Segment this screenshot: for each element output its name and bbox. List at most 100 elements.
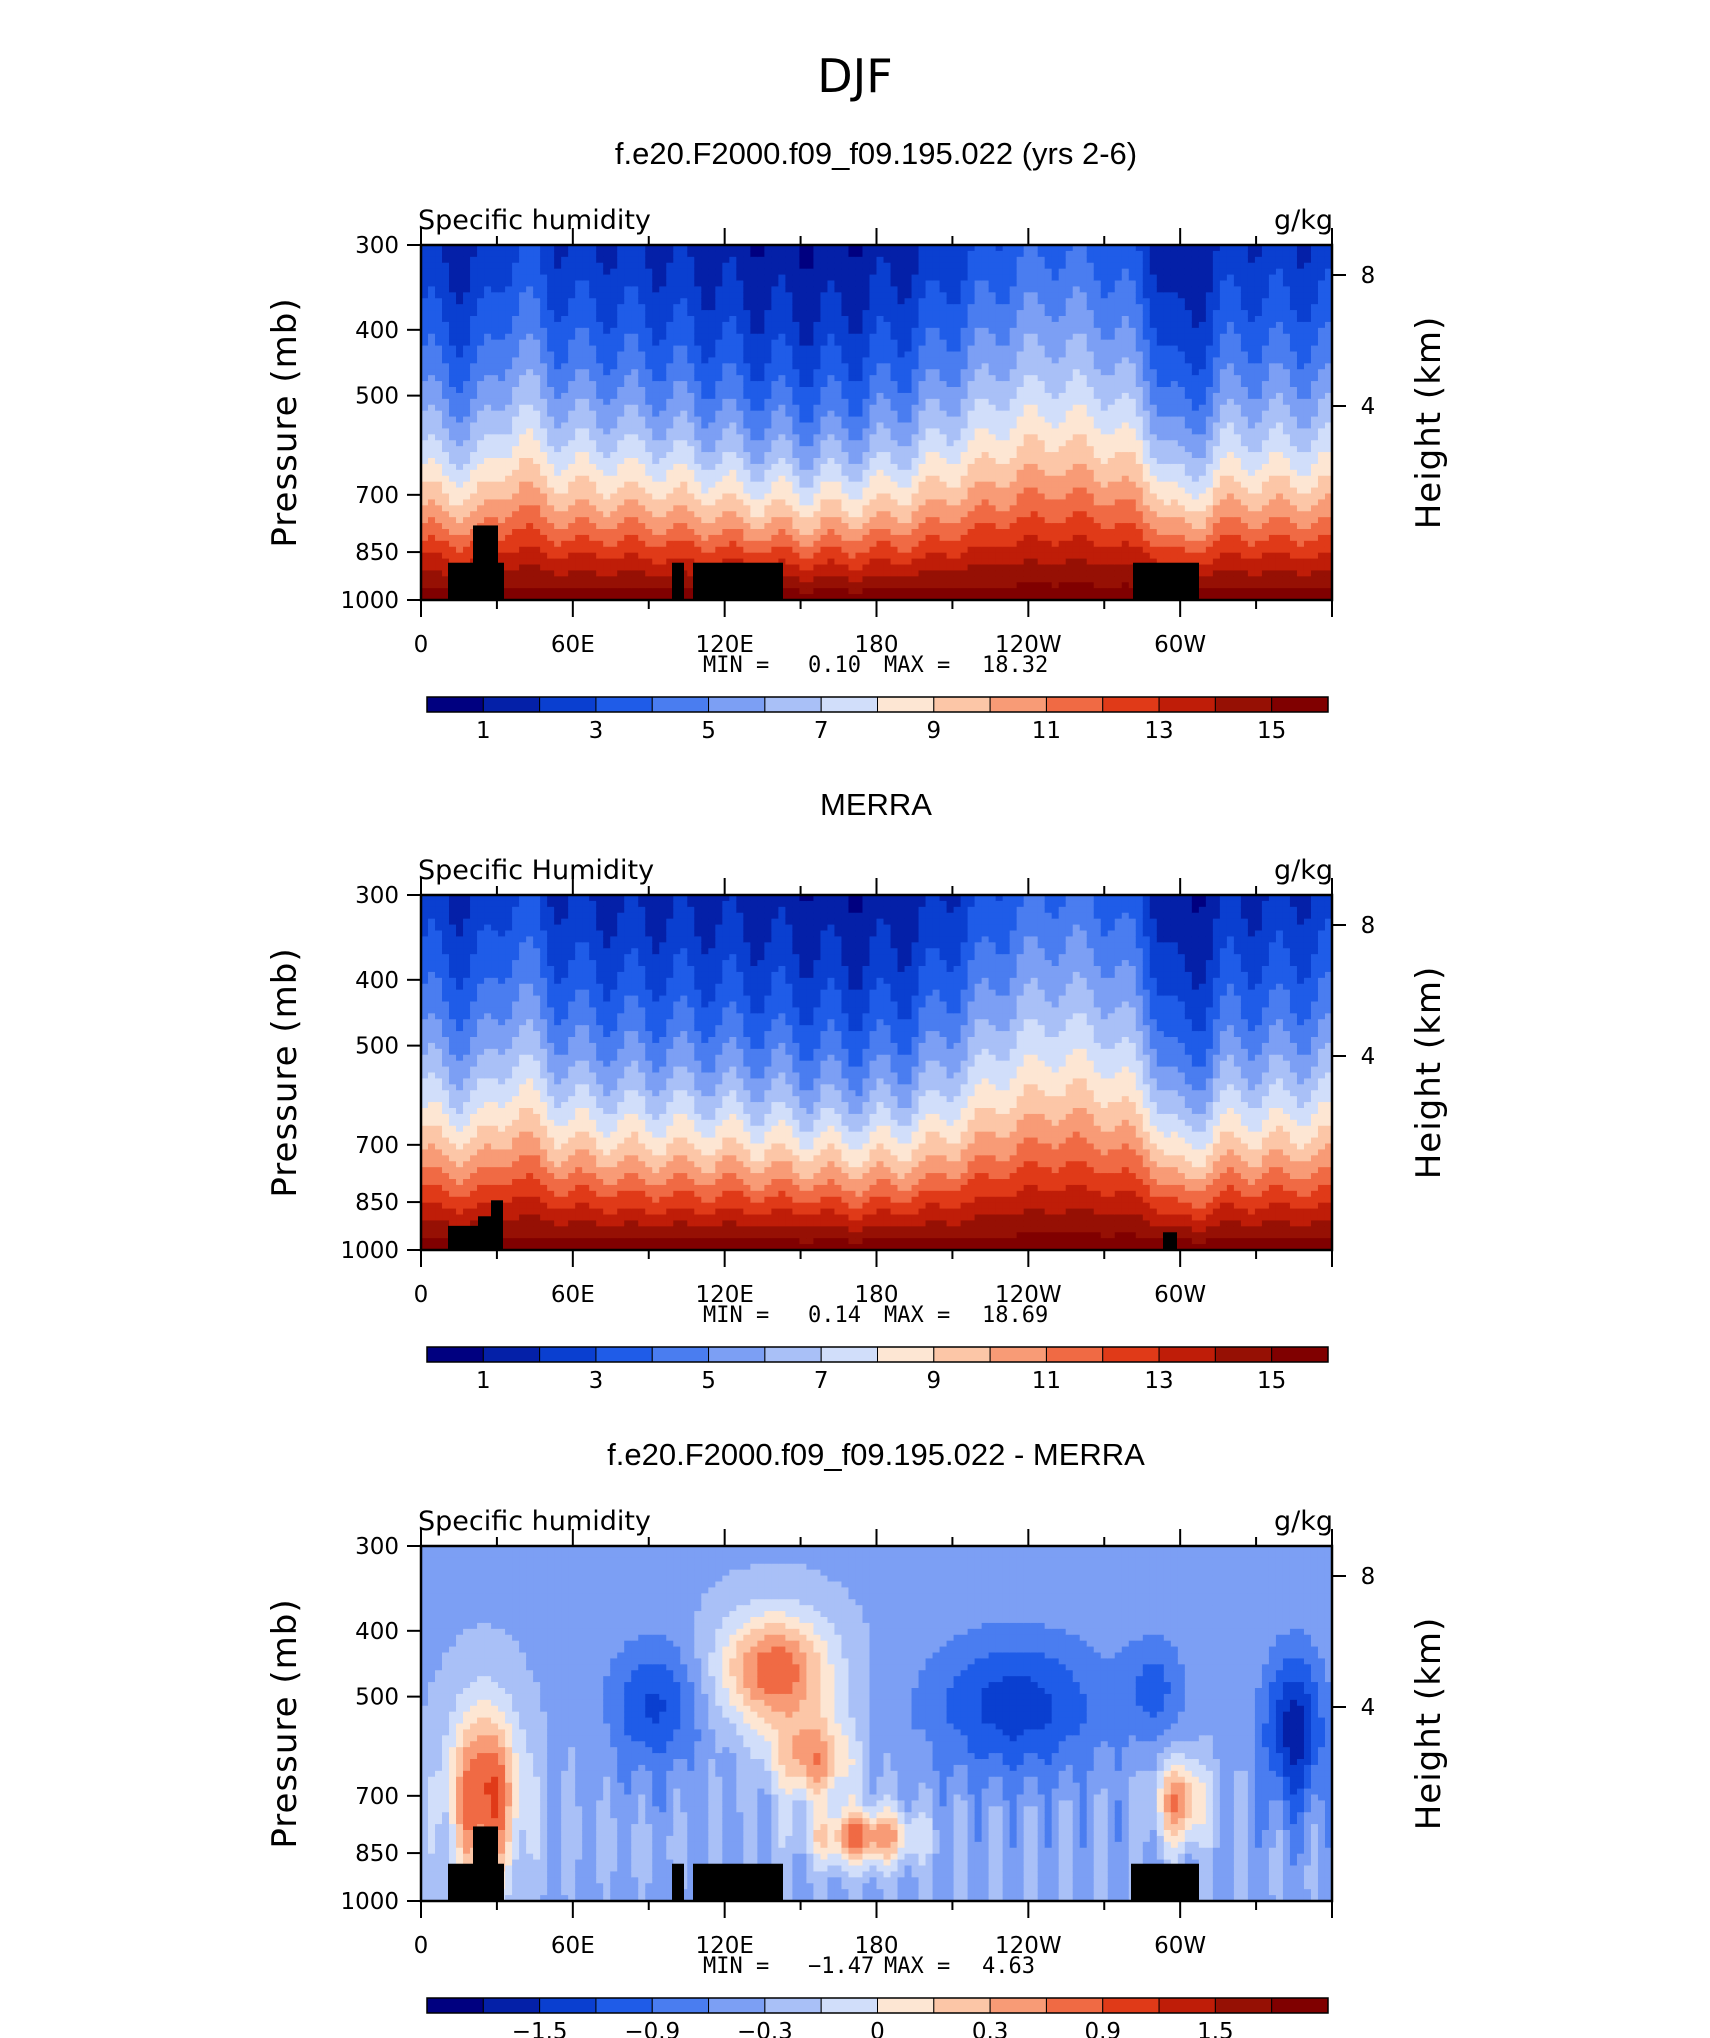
heatmap-cell: [743, 523, 751, 530]
heatmap-cell: [911, 298, 920, 305]
heatmap-cell: [666, 517, 674, 524]
heatmap-cell: [519, 286, 527, 293]
heatmap-cell: [785, 422, 794, 430]
heatmap-cell: [736, 286, 744, 293]
heatmap-cell: [764, 321, 772, 329]
heatmap-cell: [750, 440, 758, 447]
heatmap-cell: [421, 351, 429, 359]
heatmap-cell: [540, 428, 548, 435]
heatmap-cell: [603, 570, 611, 577]
heatmap-cell: [498, 452, 506, 459]
heatmap-cell: [995, 469, 1004, 477]
heatmap-cell: [582, 416, 590, 424]
heatmap-cell: [960, 529, 969, 536]
heatmap-cell: [862, 564, 871, 572]
heatmap-cell: [813, 404, 822, 412]
heatmap-cell: [841, 523, 850, 530]
heatmap-cell: [764, 304, 772, 311]
heatmap-cell: [659, 475, 667, 483]
heatmap-cell: [890, 410, 899, 418]
heatmap-cell: [848, 357, 857, 364]
heatmap-cell: [610, 564, 618, 572]
heatmap-cell: [855, 250, 864, 258]
heatmap-cell: [435, 517, 443, 524]
heatmap-cell: [484, 392, 492, 400]
heatmap-cell: [673, 493, 681, 501]
heatmap-cell: [939, 333, 948, 341]
heatmap-cell: [792, 351, 801, 359]
heatmap-cell: [946, 256, 955, 264]
heatmap-cell: [988, 552, 997, 560]
heatmap-cell: [519, 345, 527, 353]
heatmap-cell: [736, 327, 744, 335]
heatmap-cell: [589, 487, 597, 495]
heatmap-cell: [519, 280, 527, 288]
heatmap-cell: [946, 280, 955, 288]
heatmap-cell: [568, 564, 576, 572]
heatmap-cell: [652, 529, 660, 536]
heatmap-cell: [519, 582, 527, 589]
heatmap-cell: [918, 298, 927, 305]
heatmap-cell: [750, 458, 758, 465]
heatmap-cell: [904, 517, 913, 524]
heatmap-cell: [925, 280, 934, 288]
heatmap-cell: [589, 582, 597, 589]
heatmap-cell: [918, 452, 927, 459]
heatmap-cell: [974, 321, 983, 329]
heatmap-cell: [456, 481, 464, 489]
heatmap-cell: [526, 499, 534, 506]
heatmap-cell: [568, 534, 576, 542]
heatmap-cell: [806, 434, 815, 441]
heatmap-cell: [421, 262, 429, 270]
heatmap-cell: [729, 245, 737, 252]
heatmap-cell: [442, 428, 450, 435]
heatmap-cell: [911, 339, 920, 347]
heatmap-cell: [806, 576, 815, 583]
heatmap-cell: [666, 250, 674, 258]
heatmap-cell: [631, 310, 639, 317]
heatmap-cell: [939, 387, 948, 394]
heatmap-cell: [708, 434, 716, 441]
heatmap-cell: [701, 499, 709, 506]
heatmap-cell: [946, 452, 955, 459]
heatmap-cell: [638, 245, 646, 252]
heatmap-cell: [442, 564, 450, 572]
heatmap-cell: [827, 369, 836, 376]
heatmap-cell: [470, 487, 478, 495]
heatmap-cell: [463, 274, 471, 282]
heatmap-cell: [715, 262, 723, 270]
heatmap-cell: [617, 546, 625, 554]
heatmap-cell: [834, 345, 843, 353]
heatmap-cell: [939, 392, 948, 400]
heatmap-cell: [638, 262, 646, 270]
heatmap-cell: [701, 245, 709, 252]
heatmap-cell: [505, 475, 513, 483]
heatmap-cell: [463, 392, 471, 400]
heatmap-cell: [491, 452, 499, 459]
heatmap-cell: [715, 398, 723, 406]
heatmap-cell: [785, 398, 794, 406]
heatmap-cell: [981, 351, 990, 359]
heatmap-cell: [792, 529, 801, 536]
heatmap-cell: [946, 458, 955, 465]
heatmap-cell: [939, 410, 948, 418]
heatmap-cell: [953, 499, 962, 506]
heatmap-cell: [960, 434, 969, 441]
heatmap-cell: [687, 268, 695, 276]
heatmap-cell: [799, 523, 808, 530]
heatmap-cell: [547, 517, 555, 524]
heatmap-cell: [687, 487, 695, 495]
heatmap-cell: [638, 310, 646, 317]
heatmap-cell: [946, 292, 955, 299]
heatmap-cell: [582, 446, 590, 453]
heatmap-cell: [750, 280, 758, 288]
heatmap-cell: [876, 493, 885, 501]
heatmap-cell: [435, 570, 443, 577]
heatmap-cell: [995, 582, 1004, 589]
heatmap-cell: [939, 428, 948, 435]
heatmap-cell: [827, 351, 836, 359]
heatmap-cell: [652, 517, 660, 524]
heatmap-cell: [449, 552, 457, 560]
heatmap-cell: [890, 534, 899, 542]
heatmap-cell: [897, 245, 906, 252]
